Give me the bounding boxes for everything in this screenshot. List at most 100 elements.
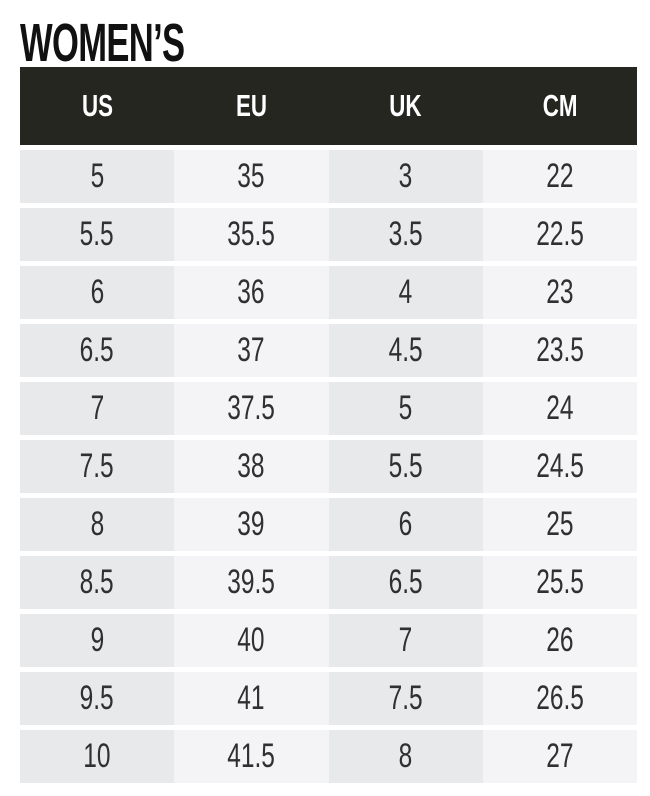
table-cell: 6 (328, 498, 483, 551)
table-cell: 4.5 (328, 324, 483, 377)
table-cell-value: 7.5 (80, 447, 115, 485)
table-cell-value: 7 (90, 389, 104, 427)
table-cell: 24.5 (482, 440, 637, 493)
table-row: 6.5 37 4.5 23.5 (20, 324, 637, 377)
table-cell-value: 3 (398, 157, 413, 195)
table-cell-value: 41.5 (227, 737, 276, 775)
table-row: 5 35 3 22 (20, 150, 637, 203)
table-cell-value: 7 (398, 621, 413, 659)
table-cell-value: 24.5 (536, 447, 584, 485)
table-cell: 5.5 (20, 208, 175, 261)
table-cell-value: 35 (237, 157, 265, 195)
table-cell-value: 41 (237, 679, 265, 717)
size-table: US EU UK CM 5 35 3 22 5.5 35.5 3.5 22.5 6 36 4 23 6.… (20, 67, 637, 783)
table-cell-value: 5 (90, 157, 104, 195)
table-cell: 9.5 (20, 672, 175, 725)
table-cell-value: 23.5 (536, 331, 584, 369)
column-header-us: US (20, 67, 174, 145)
column-header-uk-label: UK (389, 88, 422, 123)
table-cell-value: 6.5 (388, 563, 423, 601)
table-row: 9.5 41 7.5 26.5 (20, 672, 637, 725)
table-row: 6 36 4 23 (20, 266, 637, 319)
table-cell: 6.5 (20, 324, 175, 377)
table-cell: 41 (174, 672, 329, 725)
table-cell: 7.5 (20, 440, 175, 493)
table-cell: 8 (20, 498, 175, 551)
table-body: 5 35 3 22 5.5 35.5 3.5 22.5 6 36 4 23 6.5 37 4.5 23.5 7 3… (20, 150, 637, 783)
table-cell-value: 39 (237, 505, 265, 543)
table-cell: 23 (482, 266, 637, 319)
table-cell: 5 (328, 382, 483, 435)
column-header-eu: EU (174, 67, 328, 145)
table-cell-value: 22 (546, 157, 574, 195)
table-cell: 38 (174, 440, 329, 493)
table-cell-value: 9.5 (80, 679, 115, 717)
table-cell: 8 (328, 730, 483, 783)
table-cell: 35.5 (174, 208, 329, 261)
table-row: 9 40 7 26 (20, 614, 637, 667)
table-cell: 4 (328, 266, 483, 319)
table-cell-value: 5.5 (80, 215, 115, 253)
table-cell: 6.5 (328, 556, 483, 609)
table-cell-value: 25.5 (536, 563, 584, 601)
table-cell-value: 37 (237, 331, 265, 369)
column-header-eu-label: EU (235, 88, 267, 123)
table-cell-value: 5 (398, 389, 413, 427)
table-cell-value: 39.5 (227, 563, 276, 601)
table-cell: 25 (482, 498, 637, 551)
table-cell-value: 38 (237, 447, 265, 485)
table-cell: 22 (482, 150, 637, 203)
table-cell-value: 37.5 (227, 389, 276, 427)
table-cell: 22.5 (482, 208, 637, 261)
table-cell-value: 6 (398, 505, 413, 543)
table-cell-value: 24 (546, 389, 574, 427)
table-cell: 26 (482, 614, 637, 667)
table-cell: 5 (20, 150, 175, 203)
table-cell: 7 (328, 614, 483, 667)
table-cell-value: 6 (90, 273, 104, 311)
table-cell-value: 40 (237, 621, 265, 659)
table-cell-value: 10 (83, 737, 111, 775)
table-cell: 41.5 (174, 730, 329, 783)
table-cell: 35 (174, 150, 329, 203)
table-cell-value: 6.5 (80, 331, 115, 369)
table-cell: 5.5 (328, 440, 483, 493)
table-cell-value: 27 (546, 737, 574, 775)
column-header-uk: UK (329, 67, 483, 145)
table-cell-value: 5.5 (388, 447, 423, 485)
table-cell: 3 (328, 150, 483, 203)
table-cell-value: 8.5 (80, 563, 115, 601)
table-cell: 39.5 (174, 556, 329, 609)
table-cell: 6 (20, 266, 175, 319)
table-cell-value: 36 (237, 273, 265, 311)
table-cell-value: 26.5 (536, 679, 584, 717)
table-cell: 3.5 (328, 208, 483, 261)
table-cell: 37.5 (174, 382, 329, 435)
table-cell-value: 22.5 (536, 215, 584, 253)
column-header-cm-label: CM (542, 88, 578, 123)
table-cell: 36 (174, 266, 329, 319)
column-header-us-label: US (81, 88, 113, 123)
table-row: 7 37.5 5 24 (20, 382, 637, 435)
table-cell: 27 (482, 730, 637, 783)
table-cell: 39 (174, 498, 329, 551)
table-cell: 26.5 (482, 672, 637, 725)
table-cell: 7.5 (328, 672, 483, 725)
table-cell: 7 (20, 382, 175, 435)
table-cell: 40 (174, 614, 329, 667)
table-cell-value: 23 (546, 273, 574, 311)
table-cell-value: 25 (546, 505, 574, 543)
table-row: 5.5 35.5 3.5 22.5 (20, 208, 637, 261)
table-cell: 37 (174, 324, 329, 377)
table-cell: 8.5 (20, 556, 175, 609)
table-cell: 23.5 (482, 324, 637, 377)
table-cell-value: 8 (90, 505, 104, 543)
table-row: 8 39 6 25 (20, 498, 637, 551)
table-cell-value: 26 (546, 621, 574, 659)
table-row: 8.5 39.5 6.5 25.5 (20, 556, 637, 609)
table-cell-value: 3.5 (388, 215, 423, 253)
table-cell: 10 (20, 730, 175, 783)
table-cell: 25.5 (482, 556, 637, 609)
table-cell: 9 (20, 614, 175, 667)
column-header-cm: CM (483, 67, 637, 145)
